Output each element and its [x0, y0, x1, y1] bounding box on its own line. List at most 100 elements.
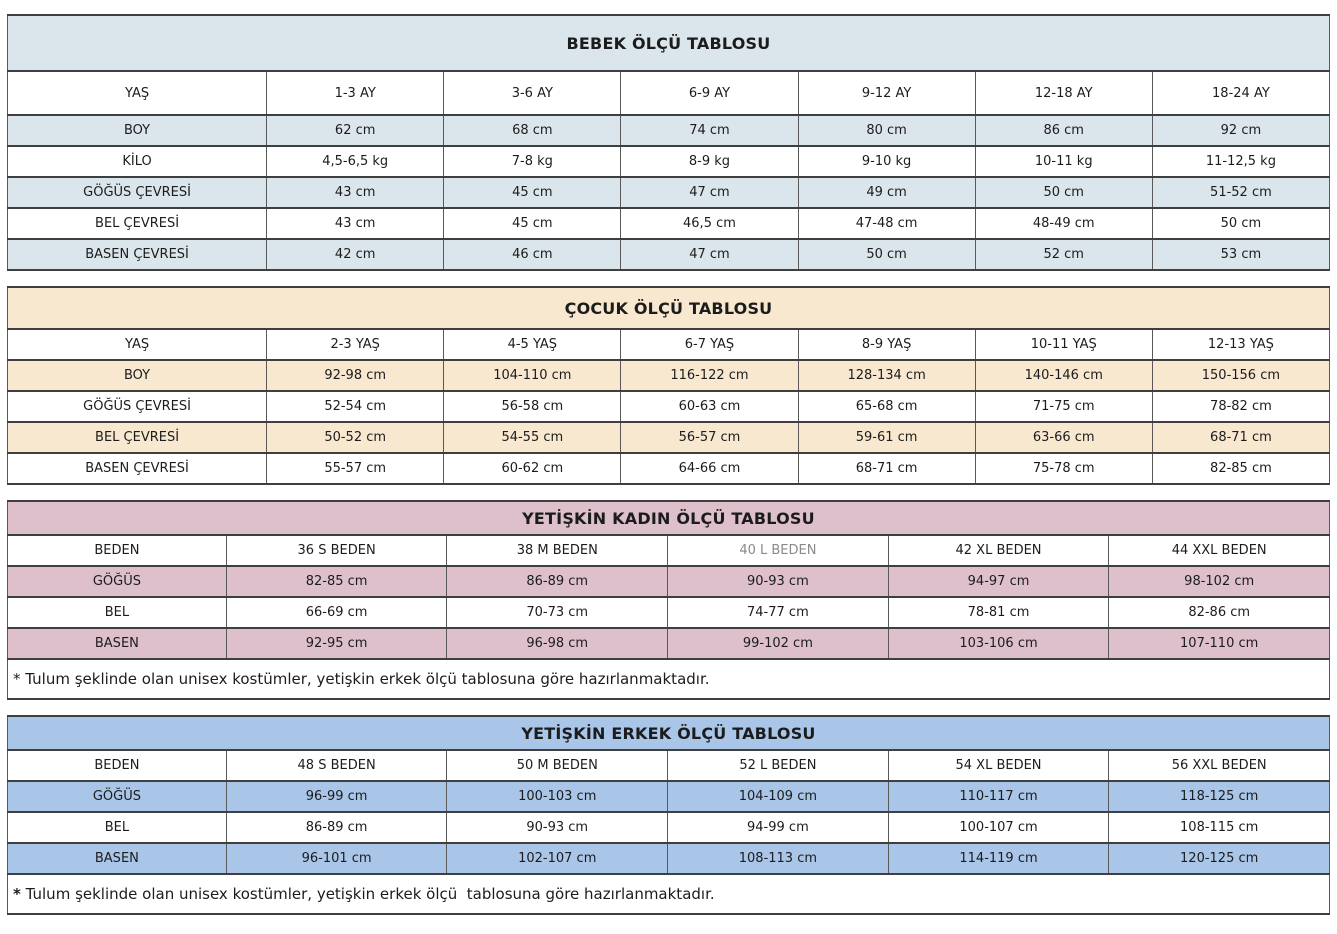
table-title: BEBEK ÖLÇÜ TABLOSU	[7, 14, 1330, 72]
cell: 48 S BEDEN	[225, 749, 448, 782]
row-label: KİLO	[6, 145, 268, 178]
cell: 63-66 cm	[974, 421, 1153, 454]
cell: 71-75 cm	[974, 390, 1153, 423]
cell: 8-9 YAŞ	[797, 328, 976, 361]
cell: 65-68 cm	[797, 390, 976, 423]
table-row: YAŞ 1-3 AY 3-6 AY 6-9 AY 9-12 AY 12-18 AY 18-2…	[6, 70, 1331, 116]
table-footnote: * Tulum şeklinde olan unisex kostümler, …	[7, 658, 1330, 700]
cell: 4-5 YAŞ	[443, 328, 622, 361]
table-row: BEDEN 36 S BEDEN 38 M BEDEN 40 L BEDEN 42 XL…	[7, 534, 1330, 567]
cell: 108-113 cm	[667, 842, 889, 875]
row-label: GÖĞÜS ÇEVRESİ	[6, 390, 268, 423]
cell: 102-107 cm	[446, 842, 669, 875]
cell: 11-12,5 kg	[1151, 145, 1331, 178]
cell: 103-106 cm	[887, 627, 1110, 660]
cell: 46,5 cm	[620, 207, 799, 240]
row-label: BASEN	[7, 842, 227, 875]
row-label: BEDEN	[7, 534, 227, 567]
cell: 99-102 cm	[667, 627, 889, 660]
cell: 52 cm	[974, 238, 1153, 271]
cell: 62 cm	[266, 114, 445, 147]
row-label: BEL ÇEVRESİ	[6, 207, 268, 240]
cell: 90-93 cm	[446, 811, 669, 844]
cell: 96-101 cm	[225, 842, 448, 875]
cell: 40 L BEDEN	[667, 534, 889, 567]
row-label: BOY	[6, 114, 268, 147]
cell: 96-98 cm	[446, 627, 669, 660]
cell: 78-81 cm	[887, 596, 1110, 629]
table-row: BASEN 96-101 cm 102-107 cm 108-113 cm 114-11…	[7, 842, 1330, 875]
cell: 86-89 cm	[446, 565, 669, 598]
table-row: BEL ÇEVRESİ 50-52 cm 54-55 cm 56-57 cm 59-61…	[6, 421, 1331, 454]
table-footnote: * Tulum şeklinde olan unisex kostümler, …	[7, 873, 1330, 915]
cell: 56-58 cm	[443, 390, 622, 423]
cell: 56-57 cm	[620, 421, 799, 454]
cell: 49 cm	[797, 176, 976, 209]
cell: 53 cm	[1151, 238, 1331, 271]
cell: 12-13 YAŞ	[1151, 328, 1331, 361]
cell: 128-134 cm	[797, 359, 976, 392]
cell: 8-9 kg	[620, 145, 799, 178]
cell: 45 cm	[443, 176, 622, 209]
cell: 52-54 cm	[266, 390, 445, 423]
cell: 7-8 kg	[443, 145, 622, 178]
cell: 120-125 cm	[1108, 842, 1330, 875]
cell: 38 M BEDEN	[446, 534, 669, 567]
cell: 50 cm	[1151, 207, 1331, 240]
cell: 66-69 cm	[225, 596, 448, 629]
cell: 52 L BEDEN	[667, 749, 889, 782]
cell: 104-109 cm	[667, 780, 889, 813]
table-title: YETİŞKİN KADIN ÖLÇÜ TABLOSU	[7, 500, 1330, 536]
cell: 55-57 cm	[266, 452, 445, 485]
cell: 98-102 cm	[1108, 565, 1330, 598]
cell: 68-71 cm	[1151, 421, 1331, 454]
table-row: BASEN ÇEVRESİ 55-57 cm 60-62 cm 64-66 cm 68-…	[6, 452, 1331, 485]
table-row: BOY 92-98 cm 104-110 cm 116-122 cm 128-134 c…	[6, 359, 1331, 392]
cell: 86 cm	[974, 114, 1153, 147]
table-row: KİLO 4,5-6,5 kg 7-8 kg 8-9 kg 9-10 kg 10-11 k…	[6, 145, 1331, 178]
cell: 86-89 cm	[225, 811, 448, 844]
row-label: BOY	[6, 359, 268, 392]
cell: 82-85 cm	[225, 565, 448, 598]
cell: 74-77 cm	[667, 596, 889, 629]
cell: 108-115 cm	[1108, 811, 1330, 844]
cell: 46 cm	[443, 238, 622, 271]
row-label: BASEN ÇEVRESİ	[6, 238, 268, 271]
cell: 47-48 cm	[797, 207, 976, 240]
cell: 94-97 cm	[887, 565, 1110, 598]
table-row: GÖĞÜS 82-85 cm 86-89 cm 90-93 cm 94-97 cm 98-…	[7, 565, 1330, 598]
size-table-kadin: YETİŞKİN KADIN ÖLÇÜ TABLOSU BEDEN 36 S BED…	[7, 500, 1330, 700]
cell: 100-103 cm	[446, 780, 669, 813]
cell: 44 XXL BEDEN	[1108, 534, 1330, 567]
table-row: YAŞ 2-3 YAŞ 4-5 YAŞ 6-7 YAŞ 8-9 YAŞ 10-11 YAŞ…	[6, 328, 1331, 361]
cell: 90-93 cm	[667, 565, 889, 598]
table-row: GÖĞÜS ÇEVRESİ 43 cm 45 cm 47 cm 49 cm 50 cm 51…	[6, 176, 1331, 209]
cell: 9-12 AY	[797, 70, 976, 116]
cell: 42 cm	[266, 238, 445, 271]
row-label: BASEN ÇEVRESİ	[6, 452, 268, 485]
row-label: BEL	[7, 596, 227, 629]
table-row: BEDEN 48 S BEDEN 50 M BEDEN 52 L BEDEN 54 XL…	[7, 749, 1330, 782]
footnote-asterisk: *	[13, 885, 21, 903]
size-tables-page: BEBEK ÖLÇÜ TABLOSU YAŞ 1-3 AY 3-6 AY 6-9 AY 9…	[6, 14, 1331, 915]
cell: 100-107 cm	[887, 811, 1110, 844]
cell: 9-10 kg	[797, 145, 976, 178]
size-table-erkek: YETİŞKİN ERKEK ÖLÇÜ TABLOSU BEDEN 48 S BED…	[7, 715, 1330, 915]
row-label: BEDEN	[7, 749, 227, 782]
cell: 36 S BEDEN	[225, 534, 448, 567]
cell: 47 cm	[620, 238, 799, 271]
row-label: BEL	[7, 811, 227, 844]
cell: 4,5-6,5 kg	[266, 145, 445, 178]
cell: 2-3 YAŞ	[266, 328, 445, 361]
cell: 54 XL BEDEN	[887, 749, 1110, 782]
cell: 50-52 cm	[266, 421, 445, 454]
cell: 150-156 cm	[1151, 359, 1331, 392]
cell: 92-98 cm	[266, 359, 445, 392]
cell: 60-63 cm	[620, 390, 799, 423]
cell: 140-146 cm	[974, 359, 1153, 392]
cell: 104-110 cm	[443, 359, 622, 392]
cell: 45 cm	[443, 207, 622, 240]
cell: 82-85 cm	[1151, 452, 1331, 485]
cell: 96-99 cm	[225, 780, 448, 813]
cell: 92 cm	[1151, 114, 1331, 147]
